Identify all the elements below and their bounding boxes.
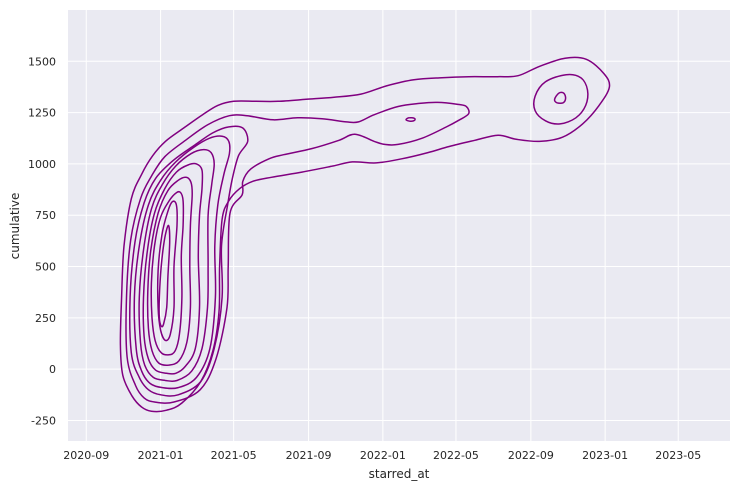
x-tick-label: 2021-01	[138, 449, 184, 462]
grid-lines	[68, 10, 730, 441]
x-tick-label: 2023-05	[655, 449, 701, 462]
contour-ring-2	[125, 101, 470, 404]
y-tick-label: 1250	[28, 107, 56, 120]
contour-ring-8	[150, 190, 185, 356]
y-tick-label: 1500	[28, 55, 56, 68]
contour-ring-3	[129, 125, 249, 397]
y-tick-label: -250	[31, 414, 56, 427]
x-tick-label: 2021-05	[211, 449, 257, 462]
contour-upper-blob-1	[533, 73, 589, 125]
y-tick-label: 0	[49, 363, 56, 376]
y-axis-label: cumulative	[8, 193, 22, 260]
contour-ring-4	[133, 135, 231, 390]
y-tick-label: 750	[35, 209, 56, 222]
x-tick-label: 2022-05	[433, 449, 479, 462]
contour-ring-9	[156, 200, 178, 342]
contour-ring-10	[158, 224, 171, 328]
x-tick-label: 2020-09	[63, 449, 109, 462]
contour-upper-blob-2	[553, 91, 567, 104]
contour-lines	[119, 56, 611, 413]
x-tick-label: 2022-01	[360, 449, 406, 462]
x-axis-label: starred_at	[369, 467, 430, 481]
y-tick-label: 500	[35, 261, 56, 274]
contour-ring-5	[138, 148, 215, 383]
contour-ring-6	[142, 162, 204, 375]
y-tick-labels: -250 0 250 500 750 1000 1250 1500	[28, 55, 56, 427]
contour-ring-7	[146, 176, 193, 366]
y-tick-label: 250	[35, 312, 56, 325]
x-tick-label: 2022-09	[508, 449, 554, 462]
x-tick-label: 2021-09	[286, 449, 332, 462]
contour-island-1	[405, 116, 416, 122]
x-tick-label: 2023-01	[582, 449, 628, 462]
y-tick-label: 1000	[28, 158, 56, 171]
x-tick-labels: 2020-09 2021-01 2021-05 2021-09 2022-01 2022-…	[63, 449, 701, 462]
